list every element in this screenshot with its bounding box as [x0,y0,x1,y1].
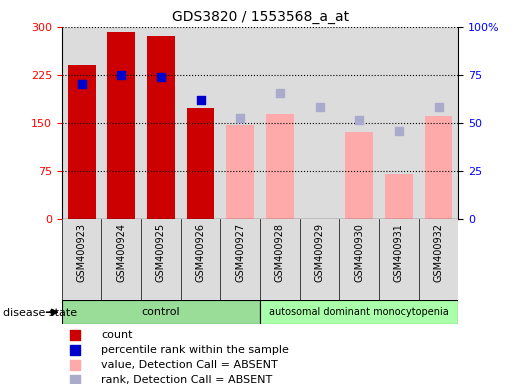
Point [71,332,79,338]
Bar [300,27,339,219]
Point [236,115,244,121]
Text: GSM400931: GSM400931 [394,223,404,282]
Text: GSM400923: GSM400923 [77,223,87,282]
Bar [227,126,254,219]
Point [71,362,79,368]
Text: GSM400932: GSM400932 [434,223,443,282]
Point [355,117,364,123]
Bar [300,219,339,301]
Bar [62,300,260,324]
Bar [101,27,141,219]
Text: rank, Detection Call = ABSENT: rank, Detection Call = ABSENT [101,375,272,384]
Point [77,81,85,88]
Bar [339,27,379,219]
Bar [181,219,220,301]
Bar [181,27,220,219]
Point [276,90,284,96]
Bar [147,36,175,219]
Text: GSM400929: GSM400929 [315,223,324,282]
Bar [385,174,413,219]
Bar [220,219,260,301]
Point [157,74,165,80]
Bar [141,219,181,301]
Point [71,347,79,353]
Bar [339,219,379,301]
Point [434,104,442,110]
Point [197,98,205,104]
Text: GSM400930: GSM400930 [354,223,364,282]
Bar [108,32,135,219]
Bar [260,300,458,324]
Bar [62,219,101,301]
Point [315,104,323,110]
Bar [346,132,373,219]
Bar [419,27,458,219]
Text: count: count [101,330,133,340]
Text: autosomal dominant monocytopenia: autosomal dominant monocytopenia [269,307,449,317]
Bar [220,27,260,219]
Point [71,377,79,383]
Bar [68,65,95,219]
Text: GSM400927: GSM400927 [235,223,245,282]
Title: GDS3820 / 1553568_a_at: GDS3820 / 1553568_a_at [171,10,349,25]
Bar [425,116,452,219]
Text: GSM400924: GSM400924 [116,223,126,282]
Point [394,127,403,134]
Text: disease state: disease state [3,308,77,318]
Text: GSM400928: GSM400928 [275,223,285,282]
Bar [379,27,419,219]
Bar [260,27,300,219]
Bar [141,27,181,219]
Bar [260,219,300,301]
Bar [419,219,458,301]
Text: GSM400926: GSM400926 [196,223,205,282]
Text: percentile rank within the sample: percentile rank within the sample [101,345,289,355]
Bar [379,219,419,301]
Text: GSM400925: GSM400925 [156,223,166,282]
Text: value, Detection Call = ABSENT: value, Detection Call = ABSENT [101,360,278,370]
Text: control: control [142,307,180,317]
Bar [266,114,294,219]
Point [117,72,126,78]
Bar [187,108,214,219]
Bar [101,219,141,301]
Bar [62,27,101,219]
